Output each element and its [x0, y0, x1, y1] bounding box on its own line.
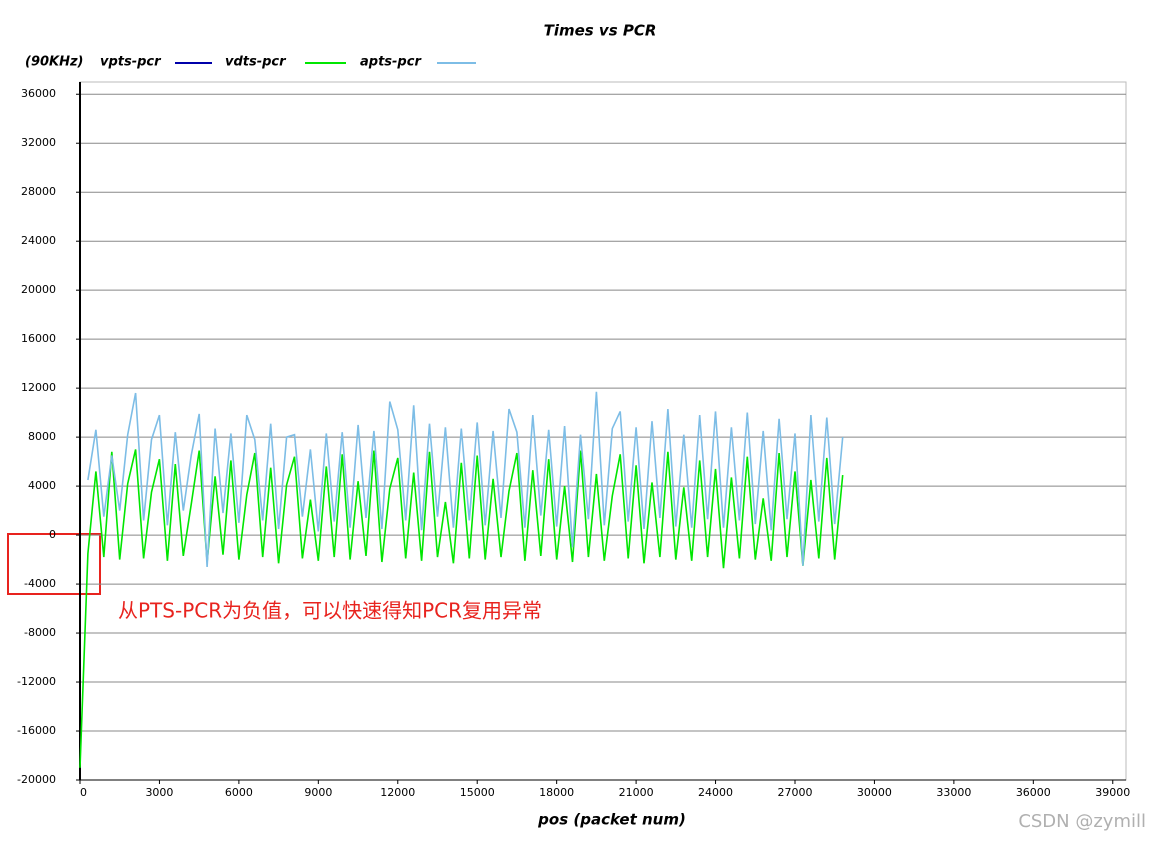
legend: vpts-pcr vdts-pcr apts-pcr: [100, 55, 476, 70]
x-tick-label: 18000: [539, 786, 574, 799]
x-tick-label: 24000: [698, 786, 733, 799]
x-tick-label: 33000: [936, 786, 971, 799]
series-line: [87, 391, 844, 567]
y-tick-label: 12000: [21, 381, 56, 394]
y-tick-label: 24000: [21, 234, 56, 247]
y-tick-label: -16000: [17, 724, 56, 737]
x-tick-label: 21000: [619, 786, 654, 799]
y-tick-label: 0: [49, 528, 56, 541]
legend-label: vdts-pcr: [225, 55, 287, 70]
y-tick-label: 8000: [28, 430, 56, 443]
y-tick-label: 28000: [21, 185, 56, 198]
unit-label: (90KHz): [25, 55, 84, 70]
y-tick-label: 32000: [21, 136, 56, 149]
y-tick-label: -20000: [17, 773, 56, 786]
x-tick-label: 3000: [145, 786, 173, 799]
x-tick-label: 0: [80, 786, 87, 799]
chart-title: Times vs PCR: [544, 22, 657, 40]
highlight-box: [7, 533, 101, 595]
annotation: 从PTS-PCR为负值，可以快速得知PCR复用异常: [118, 599, 542, 623]
x-tick-label: 9000: [304, 786, 332, 799]
y-tick-label: 4000: [28, 479, 56, 492]
legend-label: apts-pcr: [360, 55, 422, 70]
y-tick-label: -8000: [24, 626, 56, 639]
x-tick-label: 15000: [460, 786, 495, 799]
x-tick-label: 27000: [777, 786, 812, 799]
x-tick-label: 6000: [225, 786, 253, 799]
legend-label: vpts-pcr: [100, 55, 162, 70]
x-tick-label: 36000: [1016, 786, 1051, 799]
x-tick-label: 39000: [1095, 786, 1130, 799]
x-tick-label: 12000: [380, 786, 415, 799]
x-tick-label: 30000: [857, 786, 892, 799]
watermark: CSDN @zymill: [1018, 811, 1146, 832]
y-tick-label: 36000: [21, 87, 56, 100]
y-tick-label: -4000: [24, 577, 56, 590]
y-tick-label: 16000: [21, 332, 56, 345]
x-axis-label: pos (packet num): [537, 811, 686, 829]
y-tick-label: -12000: [17, 675, 56, 688]
y-tick-label: 20000: [21, 283, 56, 296]
